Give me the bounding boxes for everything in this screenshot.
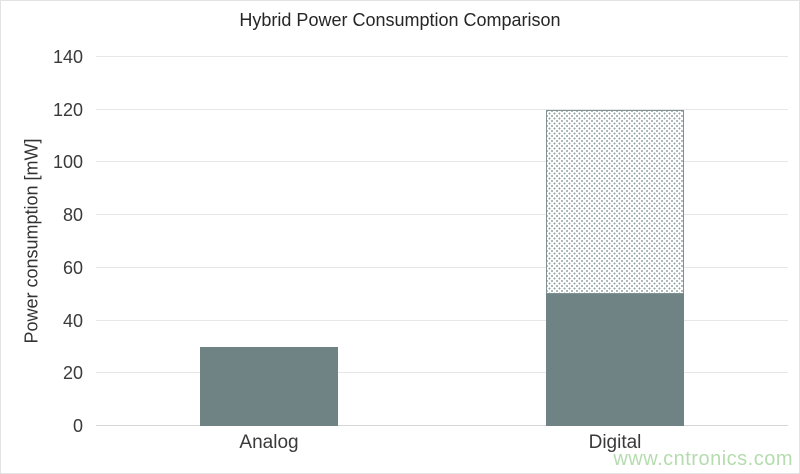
gridline-60 (96, 266, 788, 268)
gridline-80 (96, 214, 788, 216)
gridline-140 (96, 56, 788, 57)
y-tick-label-60: 60 (62, 257, 83, 278)
bar-digital-dotted-segment (546, 109, 684, 295)
bar-analog-solid-segment (200, 346, 338, 426)
plot-area (96, 56, 788, 426)
y-tick-label-100: 100 (52, 152, 83, 173)
chart-title: Hybrid Power Consumption Comparison (239, 10, 561, 30)
y-tick-label-0: 0 (72, 416, 83, 436)
y-tick-label-120: 120 (52, 99, 83, 120)
x-axis-line (96, 425, 788, 426)
x-category-label-analog: Analog (239, 432, 299, 453)
gridline-100 (96, 161, 788, 163)
gridline-120 (96, 108, 788, 110)
x-category-label-digital: Digital (588, 432, 642, 453)
bar-digital-solid-segment (546, 294, 684, 426)
y-tick-label-20: 20 (62, 363, 83, 384)
watermark: www.cntronics.com (613, 448, 793, 470)
gridline-40 (96, 319, 788, 321)
y-tick-label-80: 80 (62, 205, 83, 226)
gridline-20 (96, 372, 788, 374)
y-tick-label-40: 40 (62, 310, 83, 331)
y-tick-label-140: 140 (52, 47, 83, 67)
